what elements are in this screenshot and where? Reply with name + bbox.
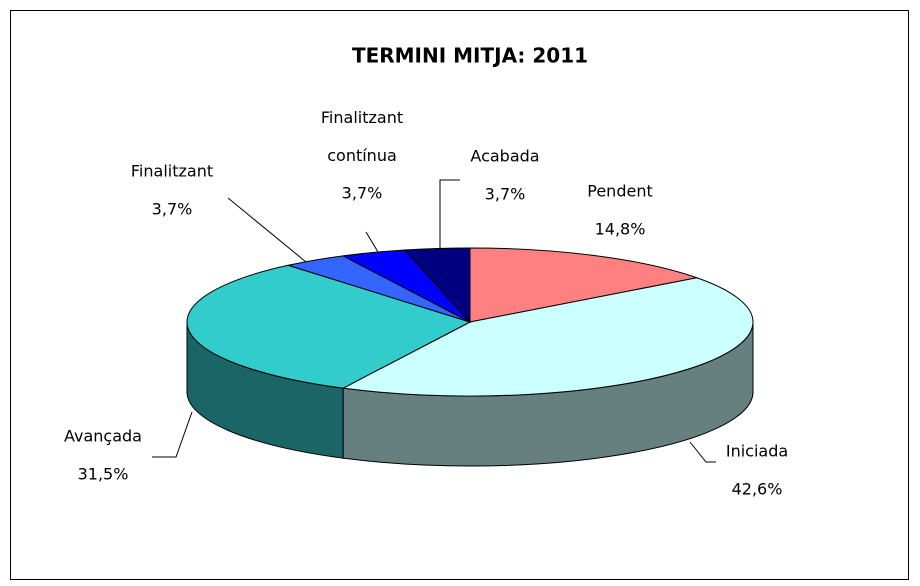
leader-line [152,411,193,458]
pie-slice [341,277,754,397]
slice-label: Avançada [64,427,142,446]
pie-slice [403,247,471,324]
leader-line [365,231,379,253]
leader-line [439,179,460,250]
leader-line [689,441,716,463]
slice-label: Finalitzant contínua [321,108,403,165]
pie-slice [186,264,472,389]
slice-value-label: 3,7% [342,184,383,203]
slice-label: Pendent [587,182,652,201]
slice-value-label: 42,6% [732,480,783,499]
slice-value-label: 3,7% [485,185,526,204]
slice-value-label: 31,5% [78,465,129,484]
slice-label: Iniciada [726,442,788,461]
pie-slice [469,247,699,323]
leader-line [227,197,307,263]
slice-label: Finalitzant [131,162,213,181]
slice-label: Acabada [470,147,539,166]
slice-value-label: 3,7% [152,200,193,219]
chart-title: TERMINI MITJA: 2011 [352,44,588,68]
slice-value-label: 14,8% [595,220,646,239]
